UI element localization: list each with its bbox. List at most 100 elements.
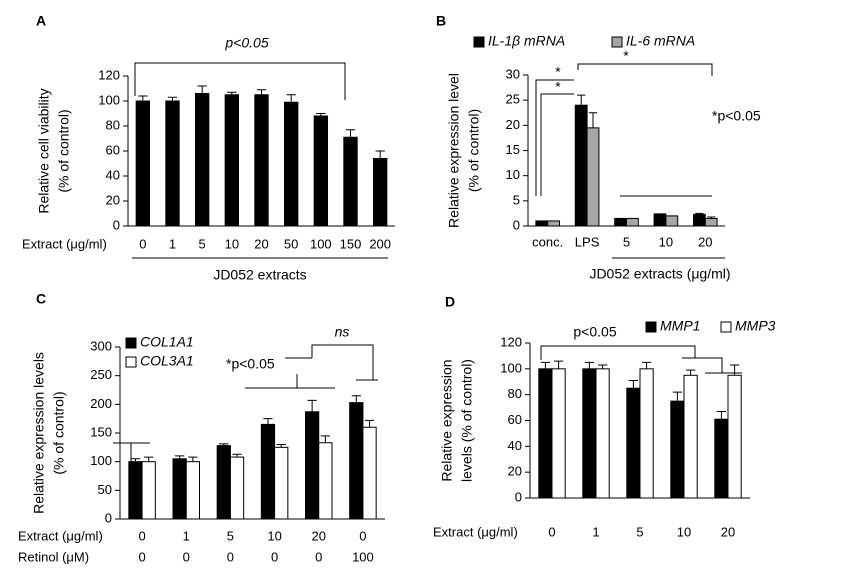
bar <box>586 127 600 227</box>
x-axis-label: JD052 extracts <box>213 267 306 283</box>
y-tick-label: 0 <box>513 217 520 232</box>
legend-swatch <box>720 321 732 333</box>
x-tick-label: 0 <box>183 549 190 564</box>
bar <box>318 442 333 520</box>
error-bar <box>320 435 331 443</box>
legend-label: MMP1 <box>660 318 700 334</box>
legend-swatch <box>125 337 137 349</box>
bar <box>135 100 151 227</box>
y-axis-label: levels (% of control) <box>459 359 475 482</box>
bar <box>665 215 679 227</box>
legend-label: IL-1β mRNA <box>488 33 565 49</box>
x-row-label: Extract (μg/ml) <box>433 524 518 539</box>
bar <box>582 368 597 499</box>
bar <box>653 213 667 227</box>
x-tick-label: 1 <box>592 524 599 539</box>
error-bar <box>375 150 385 159</box>
x-tick-label: 20 <box>721 524 735 539</box>
bar <box>172 458 187 520</box>
error-bar <box>584 361 595 369</box>
x-tick-label: 10 <box>677 524 691 539</box>
y-tick-label: 0 <box>105 510 112 525</box>
error-bar <box>588 112 598 128</box>
bar <box>727 374 742 499</box>
error-bar <box>138 95 148 101</box>
x-tick-label: 10 <box>267 528 281 543</box>
bar <box>260 423 276 520</box>
legend-swatch <box>611 36 623 48</box>
bar <box>626 387 641 499</box>
bar <box>349 402 364 520</box>
annotation: * <box>555 64 561 80</box>
bar <box>704 217 718 227</box>
y-tick-label: 25 <box>506 92 520 107</box>
annotation: * <box>623 48 629 64</box>
x-tick-label: 10 <box>225 236 239 251</box>
error-bar <box>577 94 586 106</box>
error-bar <box>345 129 356 138</box>
error-bar <box>351 395 361 403</box>
y-tick-label: 300 <box>90 338 112 353</box>
y-axis-label: Relative expression <box>439 359 455 481</box>
x-tick-label: 20 <box>698 234 712 249</box>
annotation: *p<0.05 <box>226 356 275 372</box>
x-tick-label: 1 <box>183 528 190 543</box>
bar <box>614 217 627 227</box>
x-tick-label: 0 <box>138 528 145 543</box>
x-tick-label: 0 <box>548 524 555 539</box>
bar <box>626 217 639 227</box>
y-tick-label: 100 <box>98 92 120 107</box>
y-tick-label: 40 <box>106 167 120 182</box>
bar <box>574 104 588 227</box>
y-tick-label: 20 <box>106 192 120 207</box>
y-tick-label: 150 <box>90 424 112 439</box>
y-tick-label: 15 <box>506 142 520 157</box>
bar <box>362 426 377 520</box>
panel-label: B <box>436 13 446 29</box>
error-bar <box>540 361 551 369</box>
x-tick-label: 0 <box>227 549 234 564</box>
bar <box>229 456 245 520</box>
x-tick-label: 100 <box>310 236 332 251</box>
bracket <box>535 63 713 197</box>
x-tick-label: 5 <box>636 524 643 539</box>
y-tick-label: 80 <box>508 386 522 401</box>
bar <box>224 94 240 227</box>
y-tick-label: 200 <box>90 396 112 411</box>
bar <box>194 93 210 227</box>
bar <box>683 374 698 499</box>
bar <box>165 100 180 227</box>
bar <box>538 368 553 499</box>
bracket <box>134 62 346 100</box>
error-bar <box>641 361 652 369</box>
x-tick-label: 20 <box>312 528 326 543</box>
x-row-label: Extract (μg/ml) <box>18 528 103 543</box>
annotation: ns <box>335 324 350 340</box>
x-tick-label: 20 <box>254 236 268 251</box>
y-tick-label: 40 <box>508 438 522 453</box>
error-bar <box>597 364 608 369</box>
x-tick-label: 0 <box>271 549 278 564</box>
bracket <box>540 345 742 374</box>
x-tick-label: 10 <box>659 234 673 249</box>
bar <box>128 461 143 520</box>
error-bar <box>263 418 273 425</box>
x-tick-label: 200 <box>369 236 391 251</box>
y-tick-label: 10 <box>506 167 520 182</box>
y-tick-label: 20 <box>508 464 522 479</box>
x-tick-label: 0 <box>359 528 366 543</box>
x-row-label: Retinol (μM) <box>18 549 89 564</box>
x-tick-label: 0 <box>315 549 322 564</box>
error-bar <box>716 410 727 420</box>
y-axis-label: (% of control) <box>51 391 67 474</box>
bar <box>670 400 685 499</box>
legend-swatch <box>125 356 137 368</box>
error-bar <box>286 94 296 103</box>
x-tick-label: 0 <box>138 549 145 564</box>
panel-label: A <box>36 13 46 29</box>
bar <box>313 115 329 227</box>
y-tick-label: 60 <box>106 142 120 157</box>
bar <box>551 368 566 499</box>
x-tick-label: 5 <box>199 236 206 251</box>
